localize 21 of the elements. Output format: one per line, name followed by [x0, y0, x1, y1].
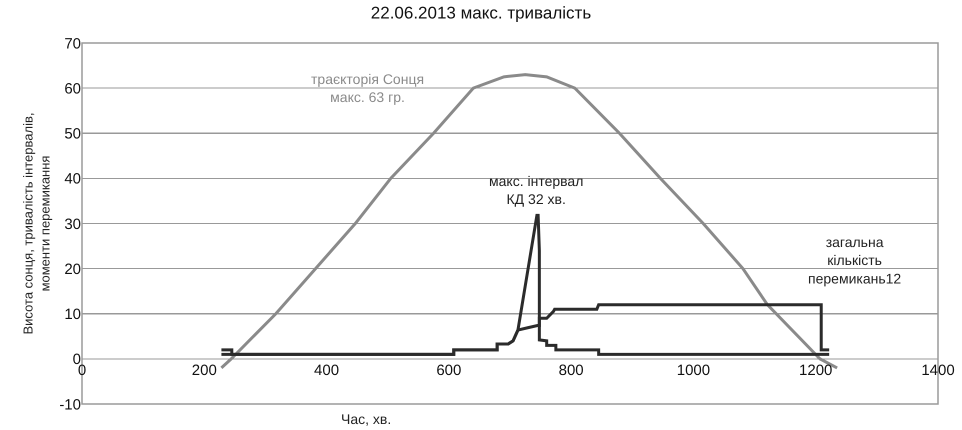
x-tick-label: 600 [436, 362, 462, 379]
y-tick-label: 30 [64, 216, 81, 233]
x-tick-label: 1400 [921, 362, 955, 379]
y-axis-title: Висота сонця, тривалість інтервалів, моменти перемикання [20, 112, 52, 335]
x-tick-label: 400 [314, 362, 340, 379]
y-tick-label: 40 [64, 170, 81, 188]
y-tick-label: 20 [64, 260, 81, 278]
y-tick-label: 50 [64, 126, 81, 142]
x-tick-label: 1200 [799, 362, 832, 379]
chart-title: 22.06.2013 макс. тривалість [370, 3, 592, 22]
annotation: макс. інтервал КД 32 хв. [489, 173, 584, 208]
x-tick-label: 200 [192, 362, 217, 379]
annotation: загальна кількість перемикань12 [808, 234, 902, 286]
x-axis-title: Час, хв. [341, 411, 392, 427]
y-tick-label: 10 [64, 306, 81, 323]
x-tick-label: 800 [558, 362, 584, 379]
y-tick-label: 70 [64, 35, 81, 52]
x-tick-label: 1000 [676, 362, 710, 379]
y-tick-label: -10 [59, 396, 81, 414]
annotation: траєкторія Сонця макс. 63 гр. [311, 71, 424, 106]
y-tick-label: 60 [64, 80, 81, 98]
